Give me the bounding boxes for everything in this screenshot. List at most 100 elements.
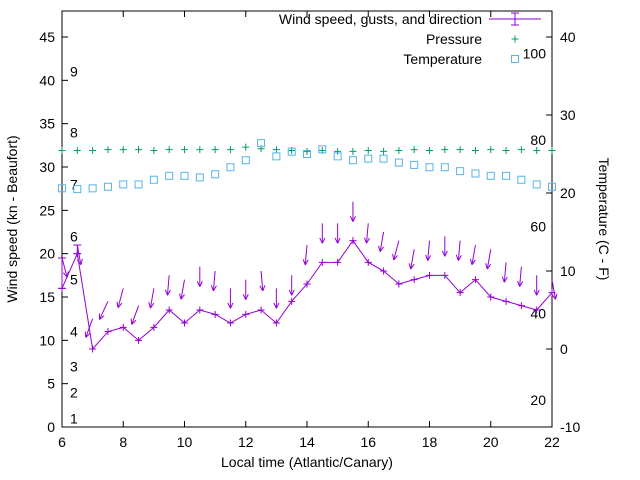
pressure-marker <box>456 146 464 154</box>
gust-arrowhead <box>551 294 556 300</box>
wind-marker <box>456 289 464 297</box>
y-right-tick-label: 30 <box>560 107 576 123</box>
gust-arrowhead <box>337 237 341 244</box>
wind-marker <box>58 284 66 292</box>
beaufort-scale-label: 1 <box>70 410 78 426</box>
gust-arrowhead <box>199 281 203 287</box>
gust-arrowhead <box>148 302 151 309</box>
x-tick-label: 6 <box>58 434 66 450</box>
temperature-marker <box>348 156 357 165</box>
gust-arrowhead <box>444 250 448 257</box>
temperature-marker <box>119 180 128 189</box>
gust-arrowhead <box>245 294 249 300</box>
pressure-marker <box>150 147 158 155</box>
gust-arrow <box>410 249 415 270</box>
y-left-tick-label: 15 <box>39 289 55 305</box>
gust-arrowhead <box>321 237 326 244</box>
legend-wind-label: Wind speed, gusts, and direction <box>279 11 482 27</box>
wind-line <box>61 239 553 351</box>
temperature-marker <box>456 167 465 176</box>
y-left-tick-label: 10 <box>39 332 55 348</box>
beaufort-scale-label: 9 <box>70 64 78 80</box>
y-left-tick-label: 25 <box>39 202 55 218</box>
gust-arrow <box>76 244 82 265</box>
gust-arrowhead <box>455 254 459 261</box>
gust-arrowhead <box>302 259 306 266</box>
gust-arrow <box>471 244 476 265</box>
pressure-marker <box>165 146 173 154</box>
x-tick-label: 16 <box>360 434 376 450</box>
wind-marker <box>104 328 112 336</box>
y-left-tick-label: 5 <box>47 376 55 392</box>
legend-pressure-label: Pressure <box>426 31 482 47</box>
gust-arrowhead <box>485 263 488 270</box>
pressure-marker <box>196 146 204 154</box>
gust-arrowhead <box>379 246 384 252</box>
wind-marker <box>426 271 433 279</box>
wind-marker <box>395 280 403 288</box>
fahrenheit-scale-label: 20 <box>530 392 546 408</box>
pressure-marker <box>380 147 388 155</box>
gust-arrowhead <box>80 258 83 265</box>
temperature-marker <box>149 175 158 184</box>
gust-arrowhead <box>196 281 201 287</box>
gust-arrow <box>304 244 308 265</box>
temperature-marker <box>517 175 526 184</box>
wind-marker <box>349 237 357 245</box>
y-right-tick-label: 20 <box>560 185 576 201</box>
gust-arrow <box>166 275 170 296</box>
temperature-marker <box>318 145 327 154</box>
y-right-tick-label: 40 <box>560 29 576 45</box>
temperature-marker <box>73 185 82 194</box>
gust-arrowhead <box>273 302 277 309</box>
gust-arrow <box>99 301 109 320</box>
gust-arrowhead <box>517 280 521 287</box>
temperature-marker <box>425 163 434 172</box>
gust-arrow <box>131 305 140 325</box>
gust-arrowhead <box>486 263 492 270</box>
gust-arrowhead <box>441 250 446 257</box>
gust-arrowhead <box>117 302 123 308</box>
pressure-marker <box>119 146 127 154</box>
beaufort-scale-label: 6 <box>70 228 78 244</box>
temperature-marker <box>379 154 388 163</box>
pressure-marker <box>426 147 433 155</box>
pressure-marker <box>548 147 556 155</box>
y-left-tick-label: 40 <box>39 72 55 88</box>
gust-arrow <box>149 288 155 309</box>
gust-arrowhead <box>471 259 476 265</box>
y-left-tick-label: 20 <box>39 246 55 262</box>
gust-arrow <box>260 270 264 291</box>
pressure-marker <box>410 146 418 154</box>
y-right-tick-label: 10 <box>560 263 576 279</box>
wind-marker <box>89 345 97 353</box>
gust-arrowhead <box>363 237 367 244</box>
gust-arrowhead <box>164 289 168 296</box>
temperature-marker <box>548 182 556 191</box>
pressure-marker <box>104 146 112 154</box>
gust-arrowhead <box>366 237 370 244</box>
gust-arrowhead <box>66 271 69 278</box>
temperature-marker <box>58 184 66 193</box>
pressure-marker <box>441 146 449 154</box>
temperature-marker <box>134 180 143 189</box>
temperature-marker <box>257 139 266 148</box>
gust-arrow <box>519 266 522 287</box>
gust-arrow <box>503 262 507 283</box>
wind-marker <box>441 271 449 279</box>
temperature-marker <box>364 154 373 163</box>
gust-arrowhead <box>503 276 508 283</box>
temperature-marker <box>103 182 112 191</box>
wind-marker <box>119 323 127 331</box>
beaufort-scale-label: 2 <box>70 384 78 400</box>
pressure-marker <box>58 147 66 155</box>
gust-arrowhead <box>242 294 247 300</box>
gust-arrowhead <box>227 302 231 309</box>
legend-pressure-sample-marker <box>511 35 519 43</box>
gust-arrow <box>85 318 94 338</box>
temperature-marker <box>440 163 449 172</box>
temperature-marker <box>226 163 235 172</box>
wind-marker <box>272 319 280 327</box>
wind-marker <box>226 319 234 327</box>
fahrenheit-scale-label: 60 <box>530 219 546 235</box>
